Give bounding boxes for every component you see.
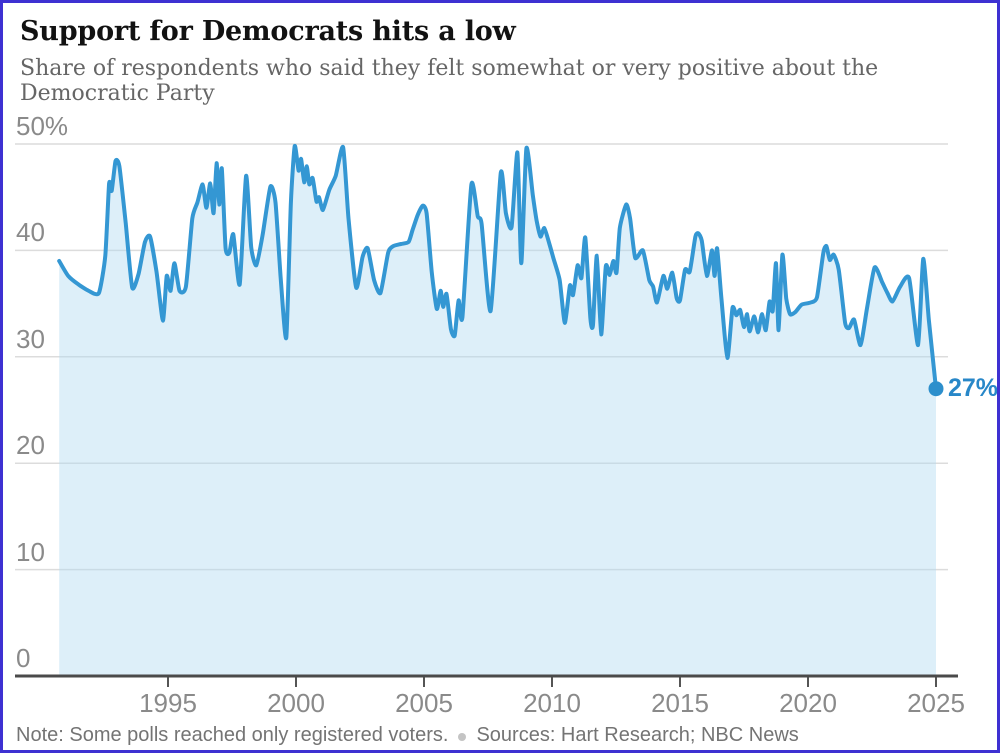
end-value-label: 27% (948, 373, 999, 402)
line-chart-svg (15, 143, 958, 687)
y-tick-label: 50% (16, 111, 69, 141)
x-tick-label: 2005 (395, 688, 453, 718)
y-tick-label: 10 (16, 536, 45, 567)
x-tick-label: 2000 (267, 688, 325, 718)
x-tick-label: 2020 (779, 688, 837, 718)
plot-area: 50% 40 30 20 10 0 1995 2000 2005 2010 2015 2020 2025… (3, 3, 999, 750)
chart-footer: Note: Some polls reached only registered… (16, 724, 799, 747)
area-fill (59, 145, 936, 677)
y-tick-label: 30 (16, 323, 45, 354)
chart-subtitle: Share of respondents who said they felt … (20, 56, 879, 106)
x-tick-label: 2010 (523, 688, 581, 718)
trend-line (57, 144, 938, 391)
footer-note: Note: Some polls reached only registered… (16, 724, 449, 746)
y-tick-label: 40 (16, 217, 45, 248)
y-tick-label: 20 (16, 430, 45, 461)
x-tick-label: 1995 (139, 688, 197, 718)
footer-sources: Sources: Hart Research; NBC News (476, 724, 799, 746)
x-tick-label: 2025 (907, 688, 965, 718)
end-point-dot (928, 381, 944, 397)
separator-dot-icon (458, 732, 467, 741)
chart-title: Support for Democrats hits a low (20, 16, 516, 47)
x-tick-label: 2015 (651, 688, 709, 718)
y-tick-label: 0 (16, 643, 31, 673)
